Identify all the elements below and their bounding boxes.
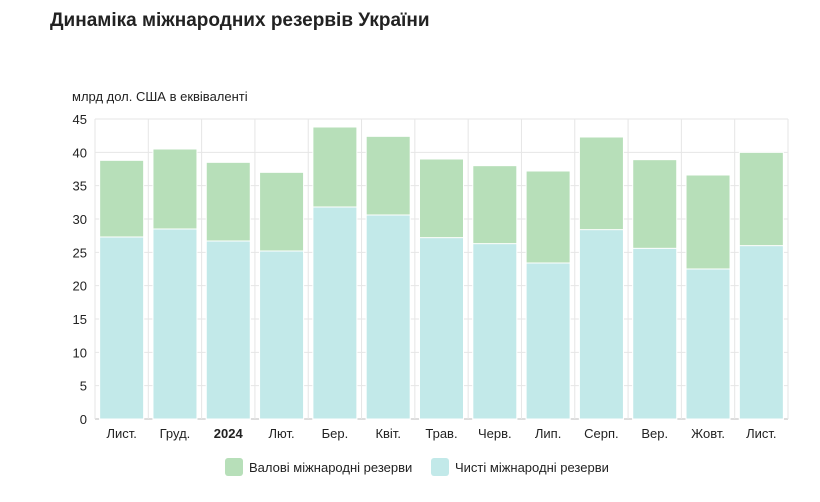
y-axis-label: млрд дол. США в еквіваленті <box>72 89 248 104</box>
bar-net <box>578 229 624 420</box>
y-tick-label: 25 <box>73 245 87 260</box>
bar-net <box>312 206 358 420</box>
bar-net <box>365 214 411 420</box>
x-tick-label: Лют. <box>269 426 295 441</box>
y-tick-label: 15 <box>73 312 87 327</box>
y-tick-label: 5 <box>80 379 87 394</box>
x-tick-label: Груд. <box>160 426 191 441</box>
bar-net <box>472 243 518 420</box>
y-tick-label: 10 <box>73 345 87 360</box>
x-tick-label: Лип. <box>535 426 561 441</box>
x-tick-label: Бер. <box>322 426 349 441</box>
bar-net <box>99 236 145 420</box>
bar-net <box>205 240 251 420</box>
chart-title: Динаміка міжнародних резервів України <box>50 10 430 31</box>
bar-net <box>152 228 198 420</box>
bar-net <box>738 245 784 420</box>
y-tick-label: 20 <box>73 279 87 294</box>
x-tick-label: Вер. <box>641 426 668 441</box>
legend-item-gross[interactable]: Валові міжнародні резерви <box>225 458 412 476</box>
bar-net <box>685 268 731 420</box>
y-tick-label: 40 <box>73 145 87 160</box>
x-tick-label: Серп. <box>584 426 619 441</box>
bar-net <box>419 237 464 420</box>
bar-net <box>632 247 678 420</box>
y-tick-label: 45 <box>73 112 87 127</box>
legend-swatch-net <box>431 458 449 476</box>
x-tick-label: Лист. <box>746 426 776 441</box>
bar-net <box>259 250 305 420</box>
x-tick-label: Черв. <box>478 426 512 441</box>
bar-net <box>525 262 571 420</box>
x-tick-label: Жовт. <box>691 426 725 441</box>
legend-swatch-gross <box>225 458 243 476</box>
y-tick-label: 30 <box>73 212 87 227</box>
legend-item-net[interactable]: Чисті міжнародні резерви <box>431 458 609 476</box>
x-tick-label: 2024 <box>214 426 244 441</box>
x-tick-label: Трав. <box>425 426 457 441</box>
y-tick-label: 0 <box>80 412 87 427</box>
x-tick-label: Лист. <box>106 426 136 441</box>
legend-label-net: Чисті міжнародні резерви <box>455 459 609 475</box>
y-tick-label: 35 <box>73 179 87 194</box>
legend-label-gross: Валові міжнародні резерви <box>249 459 413 475</box>
x-tick-label: Квіт. <box>375 426 401 441</box>
